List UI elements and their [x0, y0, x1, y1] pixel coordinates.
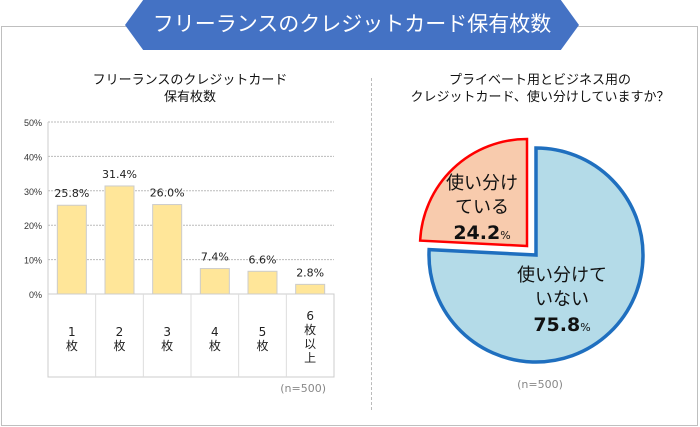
bar-chart-title: フリーランスのクレジットカード 保有枚数 [40, 71, 340, 105]
category-label: 枚 [304, 322, 316, 337]
category-label: 枚 [256, 338, 268, 353]
pie-separating-unit: % [500, 229, 510, 242]
category-label: 6 [306, 309, 314, 323]
pie-chart-title: プライベート用とビジネス用の クレジットカード、使い分けしていますか？ [380, 71, 700, 105]
data-label: 6.6% [249, 253, 277, 266]
y-tick-label: 0% [29, 290, 42, 300]
bar-title-line2: 保有枚数 [163, 89, 216, 104]
category-label: 2 [116, 325, 124, 339]
divider [371, 78, 372, 410]
bar [152, 204, 183, 295]
pie-slice-not-separating [427, 146, 645, 364]
data-label: 26.0% [150, 187, 185, 200]
pie-separating-label: ている [455, 197, 509, 218]
y-tick-label: 50% [24, 118, 42, 128]
category-label: 上 [304, 351, 316, 365]
data-label: 2.8% [296, 266, 324, 279]
data-label: 31.4% [102, 168, 137, 181]
pie-not-separating-unit: % [580, 321, 590, 334]
pie-separating-label: 使い分け [446, 173, 518, 194]
y-tick-label: 20% [24, 221, 42, 231]
pie-separating-value: 24.2% [453, 222, 510, 244]
pie-slice-separating [418, 137, 529, 248]
y-tick-label: 40% [24, 152, 42, 162]
banner-title: フリーランスのクレジットカード保有枚数 [152, 13, 552, 36]
pie-not-separating-value: 75.8% [533, 314, 590, 336]
bar [56, 204, 87, 295]
y-tick-label: 10% [24, 256, 42, 266]
pie-not-separating-label: いない [535, 289, 589, 310]
data-label: 7.4% [201, 251, 229, 264]
y-tick-label: 30% [24, 187, 42, 197]
bar [295, 283, 326, 295]
pie-title-line1: プライベート用とビジネス用の [448, 72, 631, 87]
bar [104, 185, 135, 295]
bar [247, 270, 278, 295]
bar-title-line1: フリーランスのクレジットカード [92, 72, 288, 87]
category-label: 5 [259, 325, 267, 339]
category-label: 枚 [113, 338, 125, 353]
category-label: 以 [304, 337, 316, 351]
banner: フリーランスのクレジットカード保有枚数 [125, 0, 579, 50]
pie-not-separating-label: 使い分けて [517, 265, 607, 286]
sample-size-note: (n=500) [280, 382, 326, 395]
category-label: 3 [163, 325, 171, 339]
category-label: 枚 [209, 338, 221, 353]
category-label: 枚 [161, 338, 173, 353]
data-label: 25.8% [54, 187, 89, 200]
category-label: 1 [68, 325, 76, 339]
category-label: 枚 [66, 338, 78, 353]
pie-title-line2: クレジットカード、使い分けしていますか？ [410, 89, 670, 104]
category-label: 4 [211, 325, 219, 339]
bar [199, 268, 230, 295]
pie-sample-size-note: (n=500) [517, 378, 563, 391]
